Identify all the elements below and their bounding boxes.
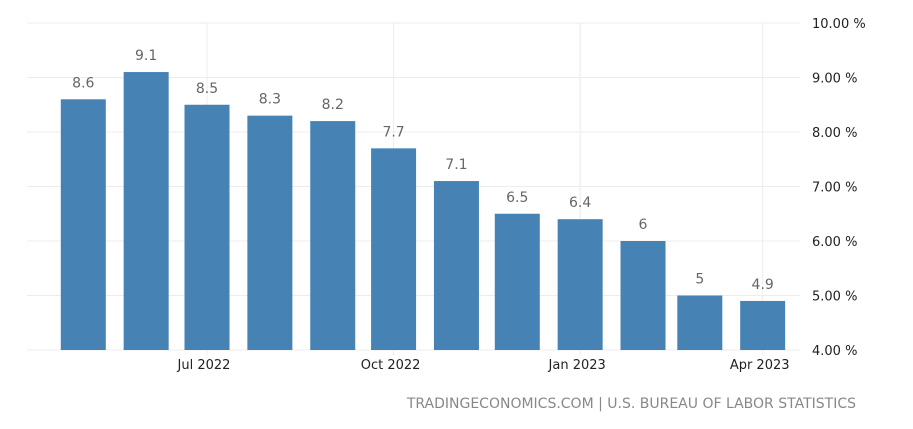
bar [184,104,230,350]
data-label: 8.6 [72,75,94,91]
y-tick-label: 4.00 % [812,344,857,359]
data-label: 5 [695,272,704,288]
y-tick-label: 10.00 % [812,17,866,32]
data-label: 8.3 [259,92,281,108]
bar [740,300,786,350]
y-tick-label: 7.00 % [812,181,857,196]
data-label: 9.1 [135,48,157,64]
y-tick-label: 9.00 % [812,72,857,87]
data-label: 7.7 [382,124,404,140]
y-tick-label: 5.00 % [812,290,857,305]
x-tick-label: Jan 2023 [548,358,606,373]
data-label: 8.5 [196,81,218,97]
bar [247,115,293,351]
bar [371,148,417,350]
data-label: 6 [639,217,648,233]
source-credit: TRADINGECONOMICS.COM | U.S. BUREAU OF LA… [406,396,856,412]
data-label: 7.1 [445,157,467,173]
bar [123,72,169,351]
bar [494,213,540,350]
bar [60,99,106,350]
bar [557,219,603,350]
data-label: 6.4 [569,195,591,211]
data-label: 8.2 [322,97,344,113]
data-label: 6.5 [506,190,528,206]
data-label: 4.9 [752,277,774,293]
bar [677,295,723,350]
x-tick-label: Apr 2023 [730,358,790,373]
y-tick-label: 8.00 % [812,126,857,141]
x-tick-label: Oct 2022 [361,358,421,373]
bar [310,121,356,350]
bar [620,241,666,350]
x-tick-label: Jul 2022 [177,358,231,373]
y-tick-label: 6.00 % [812,235,857,250]
bar [433,181,479,350]
